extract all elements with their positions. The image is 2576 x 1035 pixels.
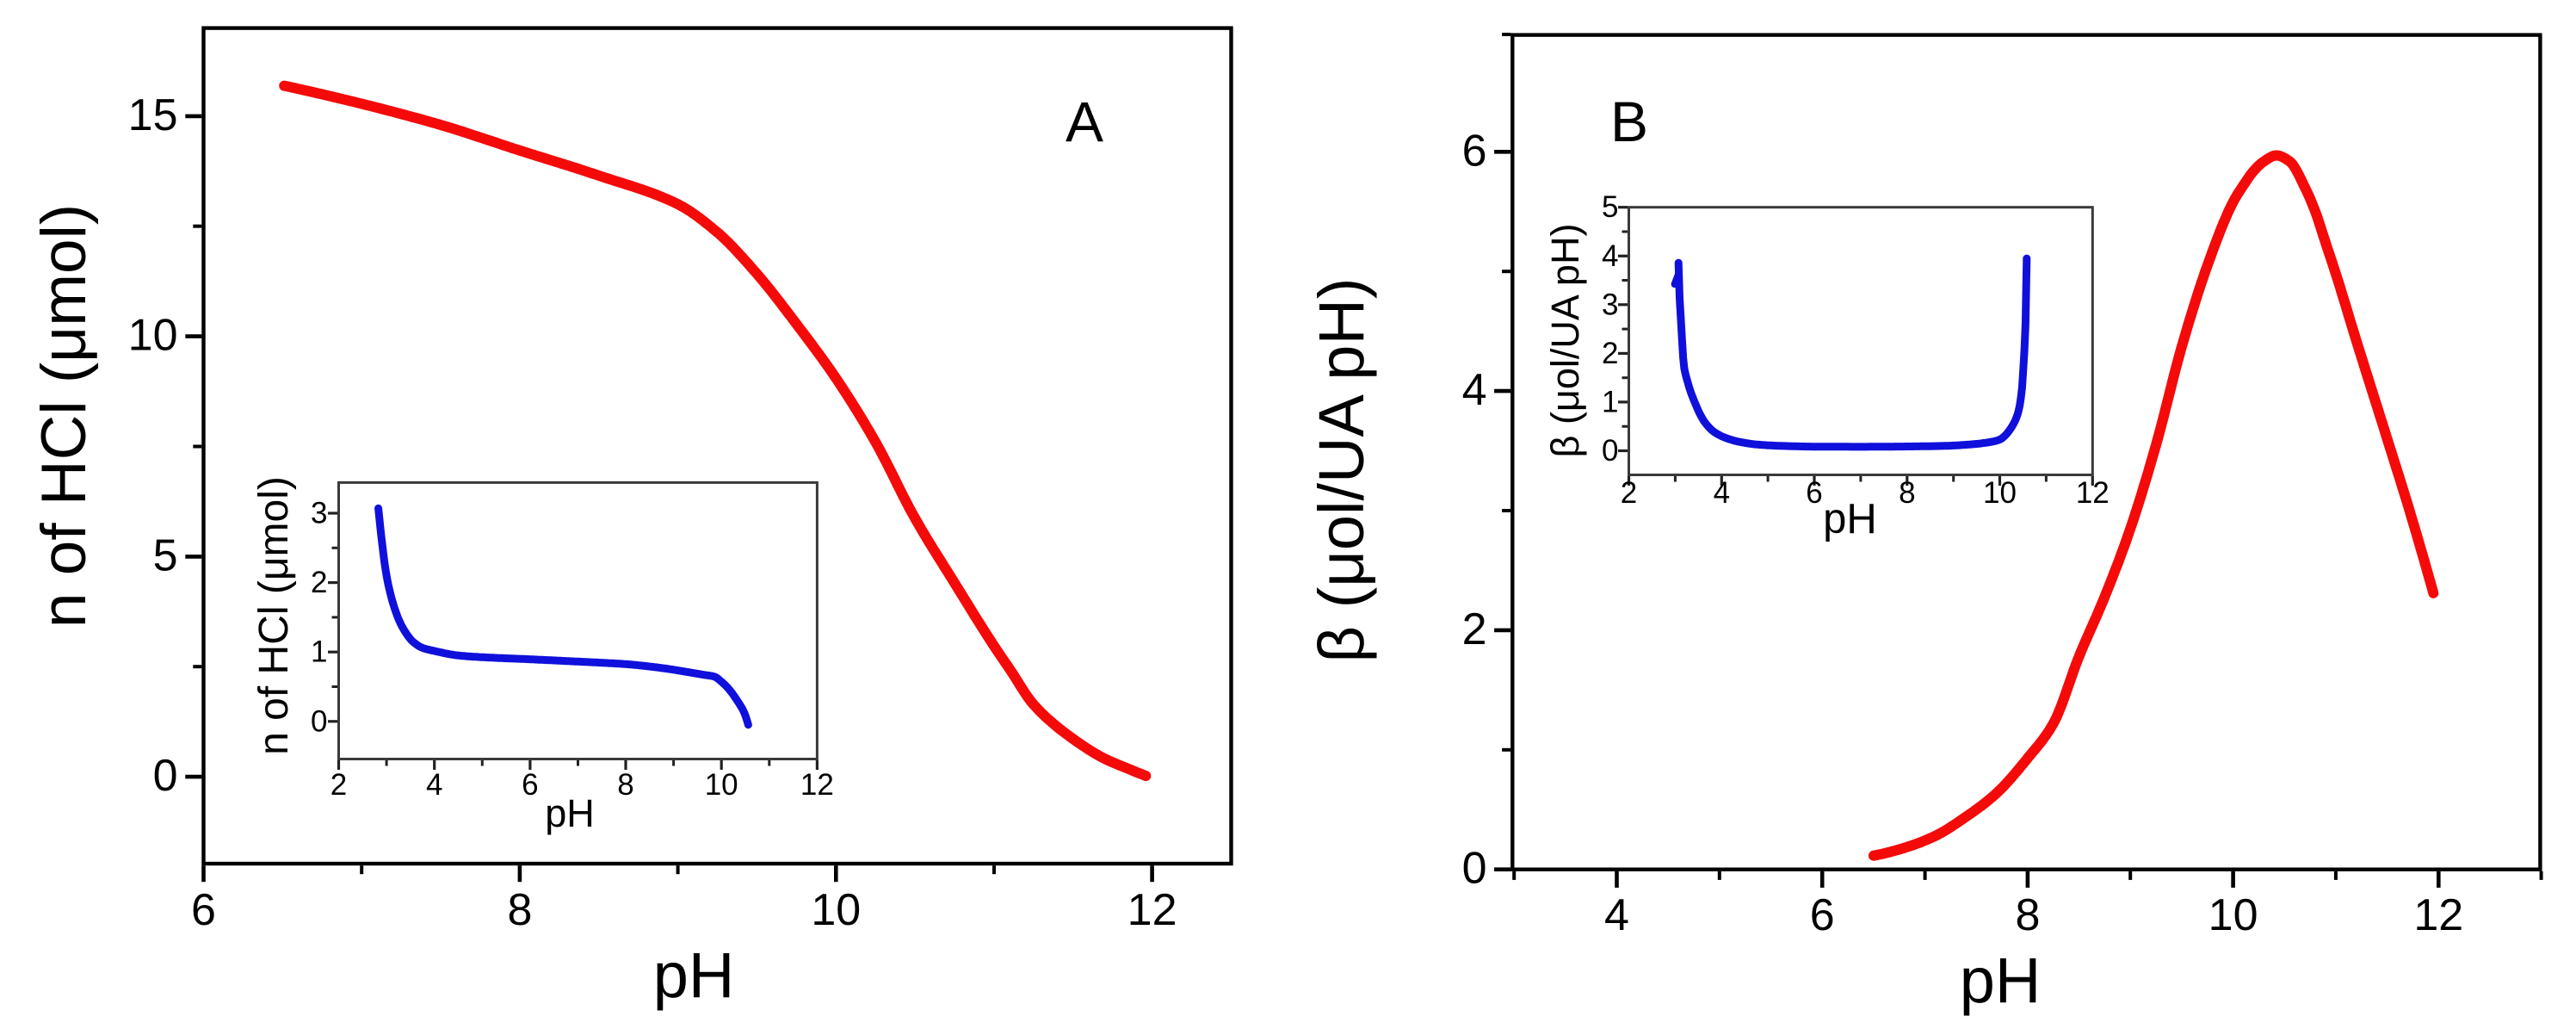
svg-text:n of HCl (μmol): n of HCl (μmol) [29,204,99,628]
svg-text:8: 8 [507,885,532,935]
svg-text:4: 4 [426,768,442,802]
svg-text:6: 6 [1806,476,1822,510]
svg-text:12: 12 [800,768,834,802]
svg-text:8: 8 [2015,890,2040,940]
svg-text:6: 6 [191,885,216,935]
svg-text:4: 4 [1604,890,1629,940]
svg-text:12: 12 [2076,476,2110,510]
svg-text:0: 0 [1462,844,1487,894]
svg-text:12: 12 [1127,885,1177,935]
svg-text:8: 8 [1899,476,1915,510]
svg-text:0: 0 [311,704,327,738]
svg-text:A: A [1066,90,1103,154]
svg-text:pH: pH [1823,496,1877,542]
svg-text:B: B [1610,90,1648,153]
svg-text:6: 6 [522,768,538,802]
svg-text:10: 10 [2208,890,2258,940]
svg-text:4: 4 [1462,365,1487,415]
svg-text:β (μol/UA pH): β (μol/UA pH) [1543,224,1587,458]
svg-text:3: 3 [311,497,327,530]
svg-text:3: 3 [1602,288,1618,321]
svg-text:8: 8 [617,768,633,802]
svg-text:4: 4 [1602,239,1618,273]
svg-text:2: 2 [311,566,327,599]
svg-text:pH: pH [545,791,595,835]
svg-text:10: 10 [1983,476,2017,510]
svg-text:6: 6 [1810,890,1835,940]
svg-text:10: 10 [705,768,738,802]
svg-text:pH: pH [653,939,735,1011]
svg-text:1: 1 [311,635,327,669]
svg-text:5: 5 [153,530,178,580]
svg-text:2: 2 [1462,604,1487,654]
svg-text:10: 10 [811,885,861,935]
svg-text:10: 10 [128,311,178,361]
svg-text:5: 5 [1602,190,1618,224]
svg-text:2: 2 [1621,476,1637,510]
svg-text:pH: pH [1960,945,2042,1016]
svg-text:6: 6 [1462,126,1487,176]
svg-text:0: 0 [1602,434,1618,468]
svg-text:4: 4 [1714,476,1730,510]
svg-text:12: 12 [2413,890,2463,940]
svg-text:0: 0 [153,751,178,801]
svg-text:2: 2 [1602,337,1618,370]
svg-text:2: 2 [330,768,347,802]
svg-text:1: 1 [1602,385,1618,418]
svg-text:15: 15 [128,90,178,140]
svg-text:β (μol/UA pH): β (μol/UA pH) [1306,277,1377,662]
svg-text:n of HCl (μmol): n of HCl (μmol) [251,476,297,755]
